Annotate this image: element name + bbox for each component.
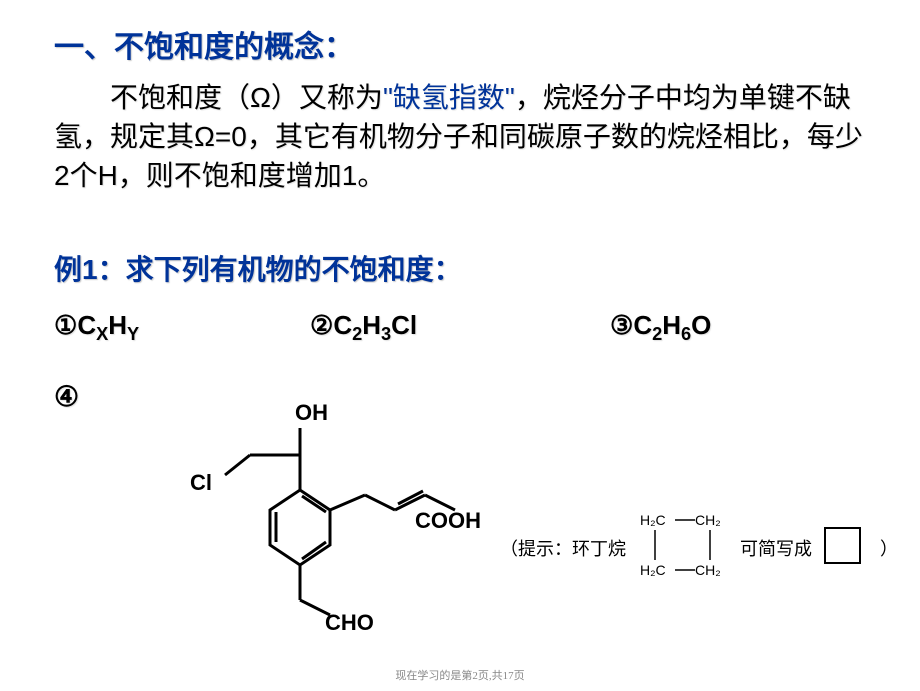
hint-end: ） (880, 539, 898, 559)
formula-1: ①CXHY (54, 310, 139, 345)
formula-3: ③C2H6O (610, 310, 711, 345)
section-title: 一、不饱和度的概念： (54, 22, 354, 66)
formula-2: ②C2H3Cl (310, 310, 417, 345)
svg-text:H₂C: H₂C (640, 512, 666, 528)
svg-text:CH₂: CH₂ (695, 562, 721, 578)
oh-label: OH (295, 400, 328, 425)
cho-label: CHO (325, 610, 374, 635)
body-pre: 不饱和度（Ω）又称为 (110, 82, 383, 113)
svg-text:CH₂: CH₂ (695, 512, 721, 528)
hint-diagram: （提示：环丁烷 H₂C CH₂ H₂C CH₂ 可简写成 ） (495, 480, 905, 600)
body-quote: "缺氢指数" (383, 82, 515, 113)
marker-2: ② (310, 310, 333, 340)
cl-label: Cl (190, 470, 212, 495)
marker-3: ③ (610, 310, 633, 340)
hint-label: （提示：环丁烷 (500, 539, 626, 559)
marker-1: ① (54, 310, 77, 340)
body-paragraph: 不饱和度（Ω）又称为"缺氢指数"，烷烃分子中均为单键不缺氢，规定其Ω=0，其它有… (54, 78, 874, 196)
cooh-label: COOH (415, 508, 481, 533)
hint-middle: 可简写成 (740, 539, 812, 559)
svg-text:H₂C: H₂C (640, 562, 666, 578)
structure-diagram: OH Cl COOH CHO (120, 360, 500, 640)
page-footer: 现在学习的是第2页,共17页 (0, 667, 920, 683)
example-title: 例1：求下列有机物的不饱和度： (54, 248, 462, 288)
formula-4-marker: ④ (54, 380, 79, 413)
